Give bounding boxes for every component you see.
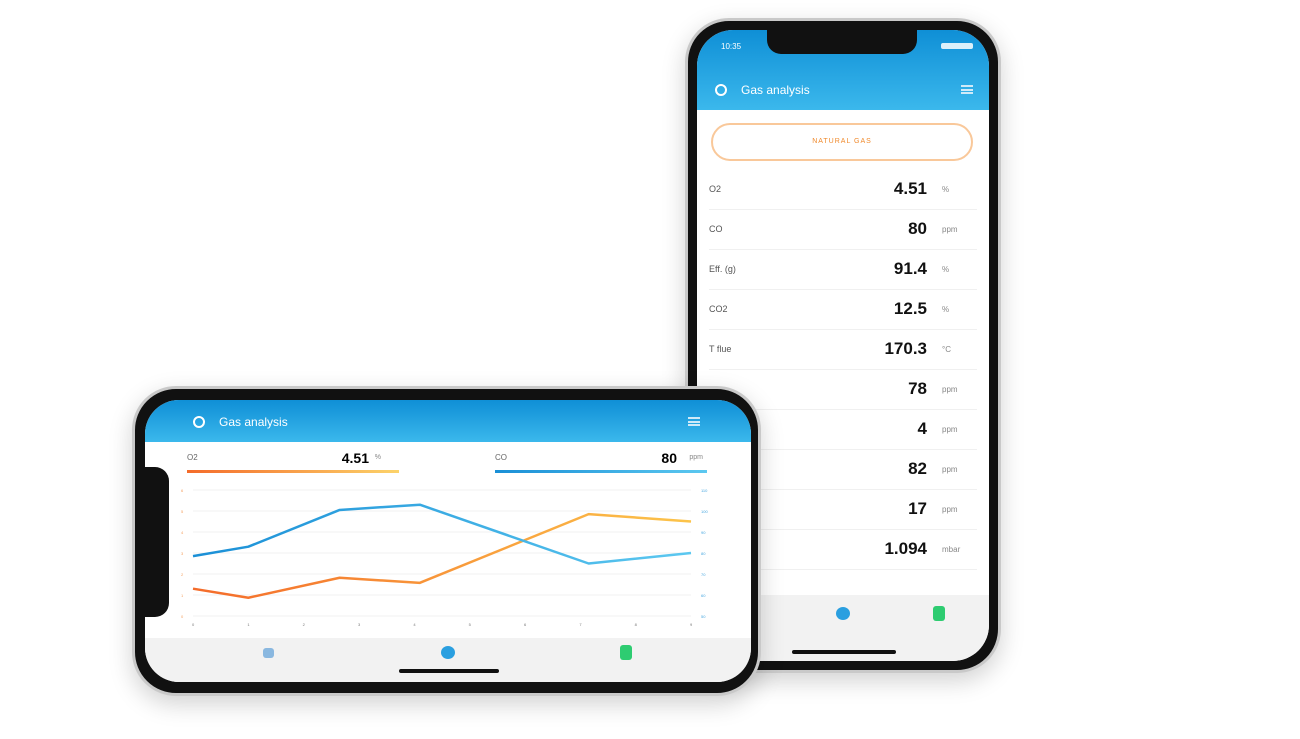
readout-value: 4.51 bbox=[341, 450, 369, 466]
right-tick-label: 70 bbox=[701, 572, 706, 577]
status-icons bbox=[941, 43, 973, 49]
readout-value: 80 bbox=[661, 450, 677, 466]
print-icon[interactable] bbox=[933, 606, 945, 621]
row-value: 4.51 bbox=[893, 179, 927, 198]
row-unit: ppm bbox=[942, 385, 958, 394]
measurement-row: 1.094 mbar bbox=[709, 530, 977, 570]
row-label: CO bbox=[709, 224, 723, 234]
right-tick-label: 60 bbox=[701, 593, 706, 598]
left-tick-label: 4 bbox=[181, 530, 184, 535]
status-time: 10:35 bbox=[721, 42, 742, 51]
series-bar-co bbox=[495, 470, 707, 473]
measurement-row: O2 4.51% bbox=[709, 170, 977, 210]
analyzer-icon[interactable] bbox=[836, 607, 850, 620]
row-value: 82 bbox=[908, 459, 927, 478]
row-unit: % bbox=[942, 305, 950, 314]
row-unit: ppm bbox=[942, 505, 958, 514]
row-label: O2 bbox=[709, 184, 722, 194]
row-label: T flue bbox=[709, 344, 732, 354]
left-tick-label: 2 bbox=[181, 572, 184, 577]
left-tick-label: 1 bbox=[181, 593, 184, 598]
measurement-row: Eff. (g) 91.4% bbox=[709, 250, 977, 290]
series-line-1 bbox=[192, 503, 692, 565]
app-header: Gas analysis bbox=[145, 400, 751, 442]
x-tick-label: 6 bbox=[524, 622, 527, 627]
row-unit: mbar bbox=[942, 545, 961, 554]
left-tick-label: 0 bbox=[181, 614, 184, 619]
row-unit: ppm bbox=[942, 425, 958, 434]
analyzer-icon[interactable] bbox=[441, 646, 455, 659]
right-tick-label: 80 bbox=[701, 551, 706, 556]
x-tick-label: 7 bbox=[579, 622, 582, 627]
x-tick-label: 8 bbox=[635, 622, 638, 627]
row-value: 17 bbox=[908, 499, 927, 518]
row-unit: % bbox=[942, 265, 950, 274]
x-tick-label: 1 bbox=[247, 622, 250, 627]
menu-icon[interactable] bbox=[688, 417, 700, 426]
row-value: 12.5 bbox=[893, 299, 927, 318]
landscape-phone: Gas analysis O2 4.51 % CO 80 ppm 50 0 60 1 7… bbox=[132, 386, 761, 696]
row-unit: °C bbox=[942, 345, 951, 354]
series-bar-o2 bbox=[187, 470, 399, 473]
x-tick-label: 0 bbox=[192, 622, 195, 627]
row-unit: ppm bbox=[942, 225, 958, 234]
measurement-row: CO2 12.5% bbox=[709, 290, 977, 330]
x-tick-label: 2 bbox=[303, 622, 306, 627]
row-unit: % bbox=[942, 185, 950, 194]
row-label: Eff. (g) bbox=[709, 264, 736, 274]
home-indicator bbox=[399, 669, 499, 673]
measurement-row: T flue 170.3 °C bbox=[709, 330, 977, 370]
page-title: Gas analysis bbox=[219, 415, 288, 429]
row-value: 91.4 bbox=[893, 259, 927, 278]
x-tick-label: 9 bbox=[690, 622, 693, 627]
right-tick-label: 110 bbox=[701, 488, 708, 493]
right-tick-label: 100 bbox=[701, 509, 708, 514]
x-tick-label: 3 bbox=[358, 622, 361, 627]
row-value: 78 bbox=[908, 379, 927, 398]
right-tick-label: 50 bbox=[701, 614, 706, 619]
home-indicator bbox=[792, 650, 896, 654]
row-value: 170.3 bbox=[884, 339, 927, 358]
series-line-0 bbox=[192, 512, 692, 599]
row-value: 1.094 bbox=[884, 539, 927, 558]
right-tick-label: 90 bbox=[701, 530, 706, 535]
measurement-row: 4 ppm bbox=[709, 410, 977, 450]
gear-icon[interactable] bbox=[193, 416, 205, 428]
left-tick-label: 5 bbox=[181, 509, 184, 514]
landscape-screen: Gas analysis O2 4.51 % CO 80 ppm 50 0 60 1 7… bbox=[145, 400, 751, 682]
readout-unit: ppm bbox=[689, 454, 703, 461]
x-tick-label: 5 bbox=[469, 622, 472, 627]
print-icon[interactable] bbox=[620, 645, 632, 660]
menu-icon[interactable] bbox=[961, 85, 973, 94]
measurement-row: 17 ppm bbox=[709, 490, 977, 530]
row-value: 80 bbox=[908, 219, 927, 238]
gear-icon[interactable] bbox=[715, 84, 727, 96]
readout-unit: % bbox=[374, 454, 381, 461]
row-value: 4 bbox=[917, 419, 927, 438]
measurement-row: 82 ppm bbox=[709, 450, 977, 490]
list-icon[interactable] bbox=[263, 648, 274, 658]
measurement-row: CO 80 ppm bbox=[709, 210, 977, 250]
row-unit: ppm bbox=[942, 465, 958, 474]
page-title: Gas analysis bbox=[741, 83, 810, 97]
notch bbox=[767, 30, 917, 54]
x-tick-label: 4 bbox=[413, 622, 416, 627]
row-label: CO2 bbox=[709, 304, 728, 314]
left-tick-label: 6 bbox=[181, 488, 184, 493]
fuel-button[interactable]: NATURAL GAS bbox=[711, 123, 973, 161]
readout-label: O2 bbox=[187, 453, 198, 462]
left-tick-label: 3 bbox=[181, 551, 184, 556]
tab-bar bbox=[145, 638, 751, 682]
app-header: 10:35 Gas analysis bbox=[697, 30, 989, 110]
readout-label: CO bbox=[495, 453, 507, 462]
measurement-row: 78 ppm bbox=[709, 370, 977, 410]
notch bbox=[145, 467, 169, 617]
